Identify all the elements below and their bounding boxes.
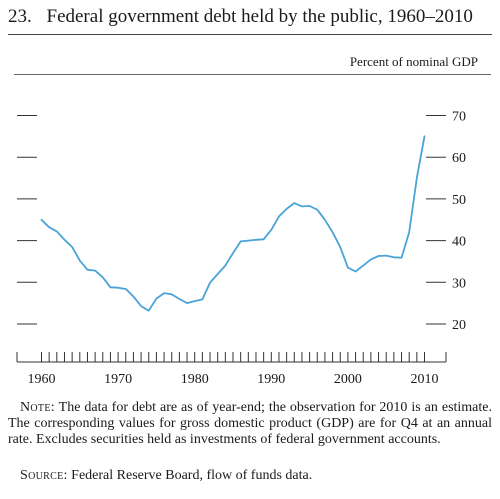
x-tick-label: 1990 bbox=[257, 372, 285, 387]
y-tick-labels: 20 30 40 50 60 70 bbox=[452, 110, 466, 334]
x-tick-label: 2010 bbox=[411, 372, 439, 387]
note-text: The data for debt are as of year-end; th… bbox=[8, 400, 493, 447]
figure-source: Source: Federal Reserve Board, flow of f… bbox=[20, 468, 490, 484]
x-tick-label: 1970 bbox=[104, 372, 132, 387]
y-tick-label: 40 bbox=[452, 235, 466, 250]
figure-title-row: 23. Federal government debt held by the … bbox=[8, 6, 494, 28]
y-tick-label: 50 bbox=[452, 193, 466, 208]
series-line bbox=[40, 135, 426, 312]
y-tick-label: 60 bbox=[452, 151, 466, 166]
unit-rule bbox=[14, 74, 491, 75]
left-y-ticks bbox=[17, 115, 37, 325]
y-tick-label: 20 bbox=[452, 318, 466, 333]
y-tick-label: 70 bbox=[452, 110, 466, 125]
figure-number: 23. bbox=[8, 6, 32, 27]
x-tick-label: 2000 bbox=[334, 372, 362, 387]
figure-title: Federal government debt held by the publ… bbox=[46, 6, 473, 27]
y-tick-label: 30 bbox=[452, 276, 466, 291]
unit-label: Percent of nominal GDP bbox=[349, 54, 478, 69]
debt-line-chart: 20 30 40 50 60 70 1960 1970 1980 1990 2000 2010 bbox=[16, 110, 466, 387]
source-label: Source: bbox=[20, 468, 68, 483]
right-y-ticks bbox=[426, 115, 446, 325]
x-tick-label: 1960 bbox=[28, 372, 56, 387]
source-text: Federal Reserve Board, flow of funds dat… bbox=[71, 468, 313, 483]
x-axis-ticks bbox=[16, 352, 447, 362]
note-label: Note: bbox=[20, 400, 55, 415]
title-rule bbox=[8, 34, 492, 35]
x-tick-labels: 1960 1970 1980 1990 2000 2010 bbox=[28, 372, 439, 387]
x-tick-label: 1980 bbox=[181, 372, 209, 387]
figure-note: Note: The data for debt are as of year-e… bbox=[8, 400, 492, 448]
